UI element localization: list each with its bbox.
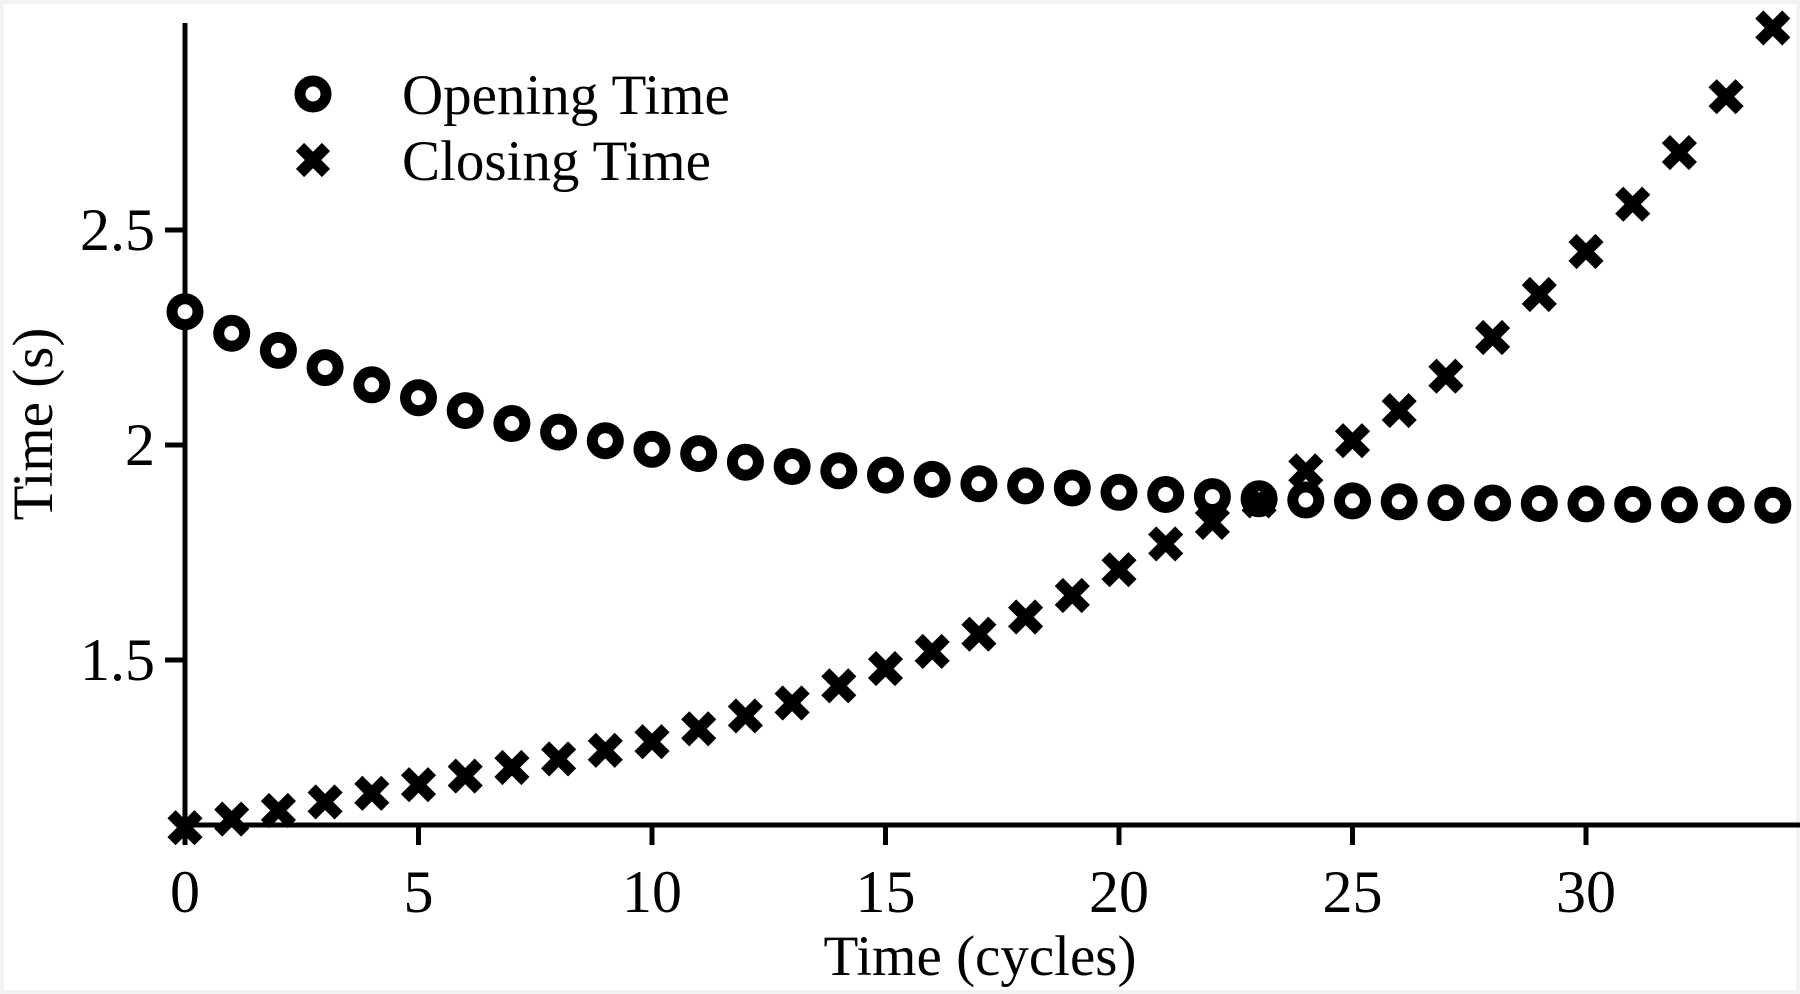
closing-marker (447, 758, 483, 794)
opening-marker (773, 448, 811, 485)
opening-marker (353, 366, 391, 404)
closing-marker (727, 698, 763, 734)
closing-marker (961, 616, 997, 652)
opening-marker (446, 392, 484, 430)
closing-marker (1708, 79, 1744, 115)
opening-marker (1147, 475, 1185, 513)
closing-marker (1241, 483, 1277, 519)
opening-time-series (166, 293, 1792, 524)
opening-marker (1567, 485, 1605, 523)
x-tick-label: 5 (404, 859, 434, 925)
closing-marker (914, 633, 950, 669)
opening-marker (1474, 484, 1512, 522)
opening-marker (1380, 483, 1418, 521)
opening-marker (166, 293, 204, 331)
closing-marker (1475, 319, 1511, 356)
closing-marker (1008, 599, 1044, 635)
closing-marker (1381, 393, 1417, 429)
x-tick-label: 20 (1089, 859, 1149, 925)
closing-marker (1428, 358, 1464, 394)
opening-marker (633, 430, 671, 468)
closing-marker (1288, 453, 1324, 489)
closing-marker (821, 668, 857, 704)
y-axis-title: Time (s) (2, 328, 65, 521)
legend-closing-label: Closing Time (402, 130, 711, 193)
opening-marker (1287, 481, 1325, 519)
closing-marker (1148, 526, 1184, 562)
closing-time-series (167, 10, 1791, 846)
y-tick-label: 2 (125, 412, 155, 478)
closing-marker (307, 784, 343, 820)
x-tick-label: 25 (1323, 859, 1383, 925)
x-tick-label: 10 (622, 859, 682, 925)
opening-marker (1754, 486, 1792, 524)
opening-marker (1100, 473, 1138, 511)
x-tick-label: 0 (170, 859, 200, 925)
legend-opening-label: Opening Time (402, 64, 730, 127)
legend-opening-marker-icon (294, 75, 332, 113)
x-axis-title: Time (cycles) (824, 925, 1137, 988)
opening-marker (1660, 486, 1698, 524)
closing-marker (1101, 552, 1137, 588)
opening-marker (1053, 469, 1091, 507)
closing-marker (1521, 276, 1557, 313)
opening-marker (1520, 484, 1558, 522)
legend-closing-marker-icon (295, 142, 331, 178)
opening-marker (913, 460, 951, 498)
closing-marker (587, 732, 623, 768)
opening-marker (400, 379, 437, 417)
closing-marker (354, 775, 390, 811)
closing-marker (681, 711, 717, 747)
closing-marker (1194, 504, 1230, 540)
closing-marker (541, 741, 577, 777)
closing-marker (167, 810, 203, 846)
opening-marker (1614, 485, 1652, 523)
opening-marker (820, 452, 858, 490)
y-axis-ticks: 1.5 2 2.5 (80, 197, 185, 693)
legend: Opening Time Closing Time (294, 64, 730, 193)
closing-marker (774, 685, 810, 721)
y-tick-label: 1.5 (80, 627, 155, 693)
opening-marker (680, 435, 718, 473)
closing-marker (1334, 423, 1371, 459)
opening-marker (540, 413, 578, 451)
closing-marker (1568, 233, 1604, 270)
opening-marker (1427, 484, 1465, 522)
opening-marker (1334, 482, 1371, 520)
opening-marker (1193, 478, 1231, 516)
closing-marker (260, 792, 296, 829)
closing-marker (214, 801, 250, 837)
closing-marker (1054, 577, 1090, 614)
opening-marker (306, 349, 344, 387)
closing-marker (634, 724, 670, 760)
x-axis-ticks: 0 5 10 15 20 25 30 (170, 825, 1616, 925)
opening-marker (1007, 467, 1045, 505)
opening-marker (960, 465, 998, 503)
opening-marker (586, 422, 624, 460)
opening-marker (1707, 486, 1745, 524)
closing-marker (400, 767, 437, 803)
closing-marker (1615, 186, 1651, 222)
opening-marker (259, 331, 297, 369)
closing-marker (1755, 10, 1791, 46)
opening-marker (726, 443, 764, 481)
opening-marker (867, 456, 904, 494)
closing-marker (494, 749, 530, 786)
x-tick-label: 30 (1556, 859, 1616, 925)
closing-marker (1661, 135, 1697, 171)
opening-marker (213, 314, 251, 352)
closing-marker (867, 651, 904, 687)
y-tick-label: 2.5 (80, 197, 155, 263)
x-tick-label: 15 (856, 859, 916, 925)
opening-marker (493, 405, 531, 442)
